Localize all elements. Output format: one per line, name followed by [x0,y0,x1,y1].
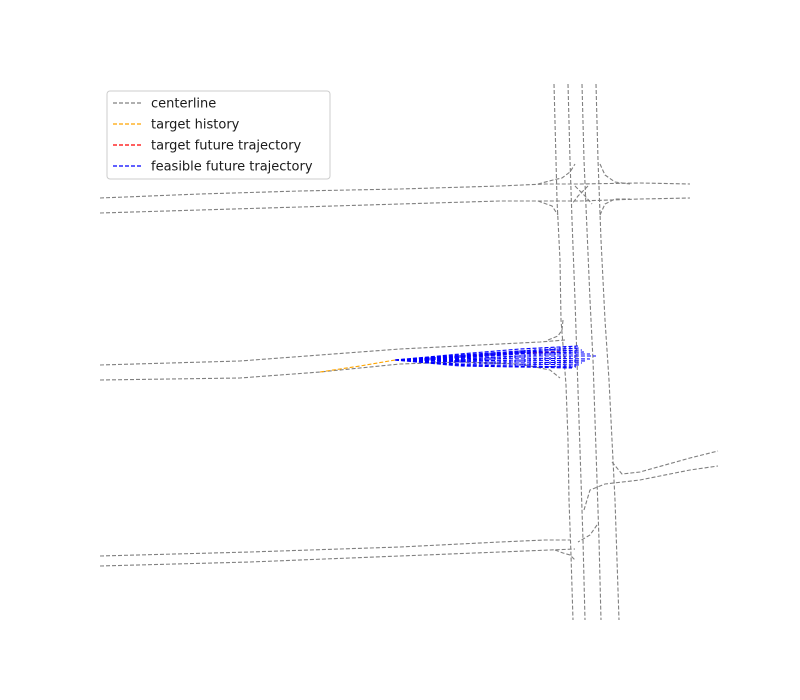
legend-label-feasible-future-trajectory: feasible future trajectory [151,160,313,175]
centerline-line-17 [611,450,719,475]
centerline-line-19 [577,524,598,543]
target-history-line-0 [319,359,396,373]
centerline-line-7 [567,83,586,621]
centerline-line-10 [537,163,576,185]
centerline-line-16 [547,319,564,341]
centerline-line-14 [574,185,593,205]
legend-label-centerline: centerline [151,97,216,112]
feasible-future-trajectory-line-11 [394,359,573,369]
centerline-line-6 [553,83,574,621]
legend-label-target-future-trajectory: target future trajectory [151,139,302,154]
legend-box [106,90,331,180]
feasible-future-trajectory-line-6 [395,357,591,361]
centerline-line-9 [595,83,620,621]
feasible-future-trajectory-line-8 [394,359,583,364]
centerline-line-12 [599,163,631,185]
centerline-line-1 [99,197,691,214]
centerline-line-20 [554,549,576,561]
centerline-line-4 [99,539,570,557]
centerline-line-5 [99,548,576,567]
centerline-line-13 [599,198,630,216]
centerline-line-15 [571,185,589,205]
centerline-line-2 [99,339,566,366]
centerline-line-3 [99,361,561,381]
legend-label-target-history: target history [151,118,240,133]
legend: centerline target history target future … [106,90,331,180]
centerline-line-8 [581,83,602,621]
centerline-line-11 [537,200,559,216]
plot-layer [99,83,719,621]
centerline-line-0 [99,182,691,199]
centerline-line-18 [583,465,719,511]
